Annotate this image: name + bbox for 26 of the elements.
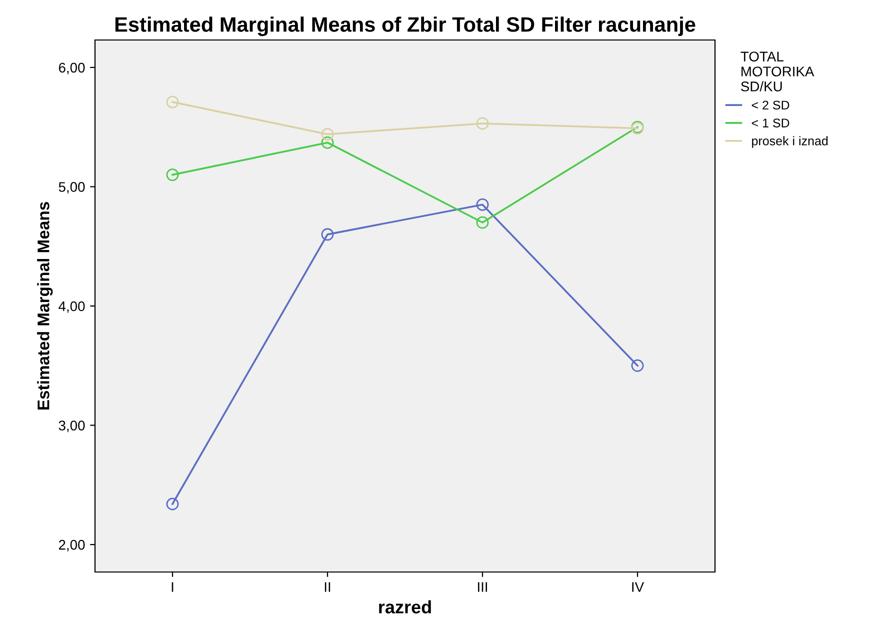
- legend-label: < 1 SD: [752, 118, 790, 128]
- x-tick-label: IV: [632, 582, 644, 592]
- point: [476, 117, 489, 130]
- point: [166, 168, 179, 182]
- y-tick-label: 2,00: [58, 540, 85, 552]
- y-axis-title: Estimated Marginal Means: [37, 202, 53, 410]
- y-tick-label: 4,00: [58, 301, 85, 313]
- y-tick-label: 3,00: [58, 420, 85, 432]
- point: [631, 359, 644, 372]
- y-tick-label: 6,00: [58, 62, 85, 74]
- point: [321, 228, 334, 241]
- x-axis-title: razred: [379, 600, 431, 614]
- x-tick-label: I: [172, 582, 174, 592]
- point: [476, 216, 489, 229]
- point: [321, 128, 334, 140]
- legend-title: TOTAL MOTORIKA SD/KU: [740, 52, 814, 92]
- legend-label: < 2 SD: [752, 100, 790, 110]
- legend-label: prosek i iznad: [752, 136, 828, 148]
- x-tick-label: II: [324, 582, 330, 592]
- chart-title: Estimated Marginal Means of Zbir Total SD Filter racunanje: [115, 16, 696, 36]
- point: [321, 136, 334, 149]
- point: [476, 198, 489, 211]
- point: [166, 498, 179, 510]
- x-tick-label: III: [478, 582, 488, 592]
- y-tick-label: 5,00: [58, 182, 85, 194]
- point: [166, 96, 179, 108]
